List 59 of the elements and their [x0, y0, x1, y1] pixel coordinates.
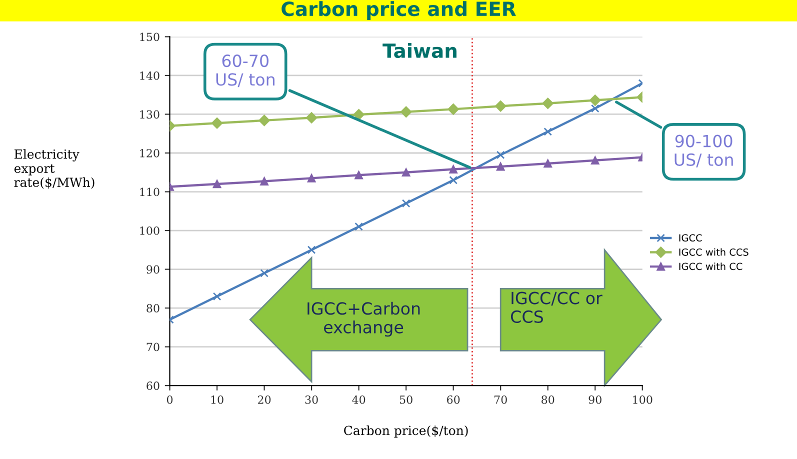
point [590, 104, 600, 113]
y-tick-label: 120 [140, 148, 160, 158]
point [212, 292, 222, 301]
legend-label: IGCC [679, 234, 702, 242]
x-tick-label: 80 [542, 395, 554, 404]
x-tick-label: 40 [352, 395, 366, 404]
point [590, 94, 601, 106]
y-tick-label: 130 [140, 110, 160, 119]
annotation: 60-70 US/ ton [216, 54, 274, 88]
x-tick-label: 70 [494, 395, 507, 404]
point [258, 114, 270, 126]
y-axis-title: Electricity export rate($/MWh) [14, 149, 94, 189]
y-tick-label: 70 [146, 342, 160, 352]
point [306, 112, 318, 124]
x-tick-label: 60 [447, 395, 460, 404]
y-tick-label: 60 [146, 382, 160, 390]
point [449, 165, 458, 174]
point [307, 246, 316, 254]
point [212, 180, 222, 188]
y-tick-label: 90 [146, 265, 160, 274]
point [496, 150, 505, 160]
y-tick-label: 80 [146, 304, 160, 312]
annotation: IGCC/CC or CCS [510, 292, 602, 323]
x-tick-label: 20 [258, 395, 271, 404]
point [354, 170, 363, 180]
x-tick-label: 30 [305, 395, 318, 404]
point [542, 98, 554, 109]
y-tick-label: 140 [140, 71, 160, 80]
point [400, 106, 412, 118]
y-tick-label: 110 [140, 188, 160, 196]
point [353, 109, 364, 120]
y-tick-label: 150 [140, 32, 160, 42]
point [544, 159, 552, 168]
point [260, 177, 268, 186]
point [260, 268, 268, 278]
point [590, 156, 600, 165]
point [448, 104, 459, 115]
annotation: Taiwan [382, 43, 456, 58]
point [544, 128, 552, 136]
point [307, 174, 316, 182]
annotation: 90-100 US/ ton [674, 134, 733, 168]
point [494, 100, 506, 112]
legend-label: IGCC with CCS [679, 248, 748, 256]
x-tick-label: 90 [588, 395, 602, 404]
x-tick-label: 100 [633, 395, 652, 404]
x-tick-label: 10 [211, 395, 224, 404]
point [354, 222, 363, 231]
legend-label: IGCC with CC [679, 262, 742, 270]
point [402, 199, 410, 208]
x-tick-label: 50 [400, 395, 412, 404]
x-tick-label: 0 [166, 395, 173, 404]
point [496, 162, 505, 171]
point [402, 168, 410, 177]
point [449, 176, 458, 184]
annotation: IGCC+Carbon exchange [308, 302, 420, 337]
point [211, 118, 223, 129]
chart-title: Carbon price and EER [282, 1, 516, 20]
y-tick-label: 100 [140, 226, 160, 235]
x-axis-title: Carbon price($/ton) [344, 425, 468, 438]
